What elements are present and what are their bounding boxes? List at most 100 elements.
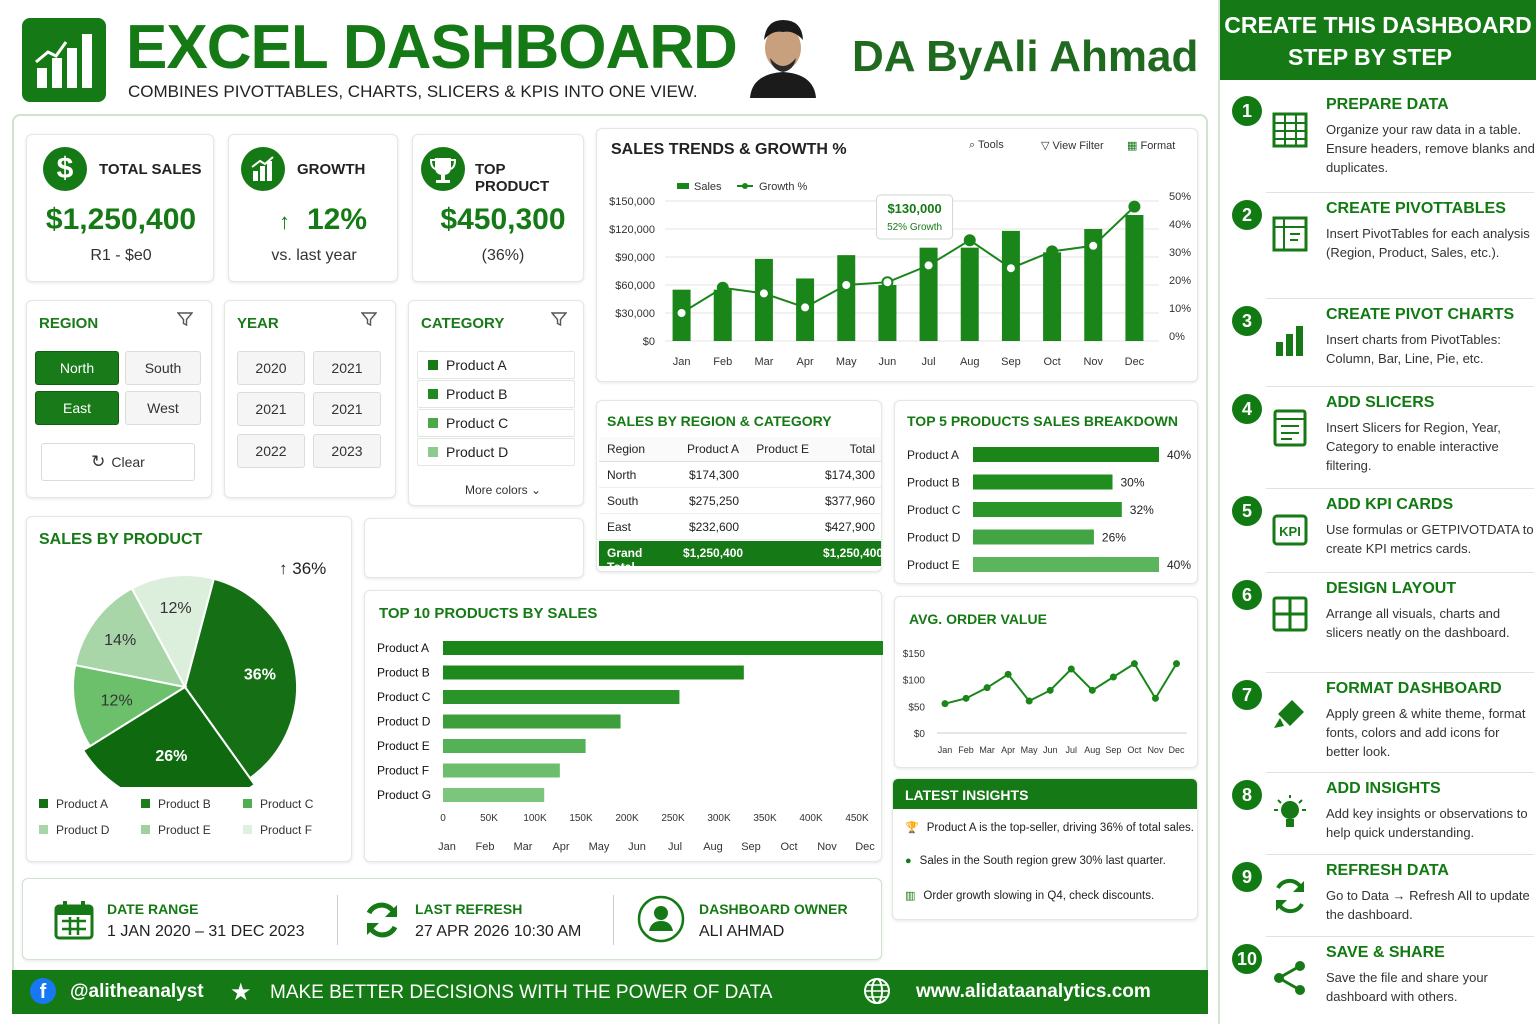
sales-bar[interactable] [713, 289, 732, 341]
location-pin-icon: ● [905, 855, 912, 867]
growth-point[interactable] [1087, 239, 1100, 252]
bar-label: Product E [907, 558, 960, 572]
growth-point[interactable] [716, 281, 729, 294]
top5-bar[interactable] [973, 529, 1094, 545]
growth-point[interactable] [922, 259, 935, 272]
facebook-icon[interactable]: f [30, 978, 56, 1004]
year-button[interactable]: 2021 [237, 392, 305, 426]
top5-bar[interactable] [973, 557, 1159, 572]
top10-bar[interactable] [443, 714, 621, 729]
top10-bar[interactable] [443, 763, 560, 778]
top5-bar[interactable] [973, 447, 1159, 462]
sales-bar[interactable] [754, 258, 773, 341]
more-colors-link[interactable]: More colors ⌄ [465, 483, 542, 497]
top5-bar[interactable] [973, 502, 1122, 517]
pie-slice[interactable] [81, 685, 257, 787]
legend-swatch [141, 799, 150, 808]
table-cell: $427,900 [824, 520, 875, 534]
view-filter-button[interactable]: ▽ View Filter [1041, 140, 1104, 152]
top10-bar[interactable] [443, 665, 744, 680]
growth-point[interactable] [881, 276, 894, 289]
color-swatch [428, 418, 438, 428]
chevron-down-icon: ⌄ [531, 483, 542, 497]
growth-point[interactable] [799, 301, 812, 314]
aov-point[interactable] [1173, 660, 1180, 668]
sales-bar[interactable] [1001, 230, 1020, 341]
aov-point[interactable] [941, 700, 949, 708]
sales-bar[interactable] [837, 255, 856, 341]
y-tick-label: $150 [903, 649, 926, 660]
kpi-card-top-product: TOP PRODUCT $450,300 (36%) [412, 134, 584, 282]
year-button[interactable]: 2021 [313, 392, 381, 426]
table-cell: $377,960 [824, 494, 875, 508]
pie-slice[interactable] [183, 577, 298, 780]
growth-point[interactable] [963, 234, 976, 247]
category-label: Product C [446, 415, 509, 431]
social-handle[interactable]: @alitheanalyst [70, 981, 204, 1002]
pie-slice[interactable] [72, 663, 188, 748]
x-tick-label: Apr [797, 356, 814, 368]
step-divider [1266, 936, 1534, 937]
aov-point[interactable] [962, 694, 970, 702]
top5-bar[interactable] [973, 474, 1113, 490]
aov-point[interactable] [1088, 686, 1096, 694]
pie-slice[interactable] [130, 574, 216, 690]
top10-bar[interactable] [443, 641, 883, 655]
sales-bar[interactable] [960, 247, 979, 341]
y-tick-label: $60,000 [615, 280, 655, 292]
year-button[interactable]: 2021 [313, 351, 381, 385]
filter-icon[interactable] [360, 311, 378, 332]
sales-bar[interactable] [919, 247, 938, 341]
tools-button[interactable]: ⌕ Tools [969, 139, 1004, 151]
format-button[interactable]: ▦ Format [1127, 140, 1176, 152]
category-item[interactable]: Product C [417, 409, 575, 437]
aov-point[interactable] [983, 684, 991, 692]
year-button[interactable]: 2023 [313, 434, 381, 468]
x-tick-label: Sep [1105, 745, 1121, 755]
region-north-button[interactable]: North [35, 351, 119, 385]
aov-point[interactable] [1109, 673, 1117, 681]
aov-point[interactable] [1130, 660, 1138, 668]
page-subtitle: COMBINES PIVOTTABLES, CHARTS, SLICERS & … [128, 82, 698, 101]
year-button[interactable]: 2020 [237, 351, 305, 385]
year-button[interactable]: 2022 [237, 434, 305, 468]
category-item[interactable]: Product D [417, 438, 575, 466]
growth-point[interactable] [675, 307, 688, 319]
filter-icon[interactable] [176, 311, 194, 332]
clear-filter-button[interactable]: ↻ Clear [41, 443, 195, 481]
sales-bar[interactable] [1043, 252, 1062, 341]
website-link[interactable]: www.alidataanalytics.com [916, 981, 1151, 1002]
top10-bar[interactable] [443, 690, 680, 704]
pie-slice[interactable] [73, 587, 187, 689]
table-header-row: Region Product A Product E Total [599, 437, 881, 462]
aov-point[interactable] [1046, 686, 1054, 694]
step-description: Insert PivotTables for each analysis (Re… [1326, 226, 1530, 260]
x-tick-label: 50K [480, 813, 498, 824]
aov-point[interactable] [1151, 694, 1159, 702]
sales-bar[interactable] [878, 285, 897, 341]
aov-point[interactable] [1025, 697, 1033, 705]
growth-point[interactable] [840, 279, 853, 291]
sales-bar[interactable] [1125, 215, 1144, 341]
growth-point[interactable] [757, 287, 770, 300]
category-item[interactable]: Product A [417, 351, 575, 379]
growth-point[interactable] [1046, 245, 1059, 258]
bar-value-label: 26% [1102, 531, 1126, 545]
top10-bar[interactable] [443, 739, 586, 753]
info-bar: DATE RANGE 1 JAN 2020 – 31 DEC 2023 LAST… [22, 878, 882, 960]
growth-point[interactable] [1004, 262, 1017, 275]
step-description: Insert charts from PivotTables: Column, … [1326, 332, 1501, 366]
filter-icon[interactable] [550, 311, 568, 332]
top10-bar[interactable] [443, 788, 545, 802]
sales-bar[interactable] [1084, 229, 1103, 341]
category-item[interactable]: Product B [417, 380, 575, 408]
y2-tick-label: 0% [1169, 331, 1185, 343]
region-east-button[interactable]: East [35, 391, 119, 425]
x-tick-label: Jan [673, 356, 691, 368]
aov-point[interactable] [1067, 665, 1075, 673]
region-south-button[interactable]: South [125, 351, 201, 385]
aov-point[interactable] [1004, 670, 1012, 678]
region-west-button[interactable]: West [125, 391, 201, 425]
x-tick-label: Feb [958, 745, 974, 755]
growth-point[interactable] [1128, 200, 1141, 213]
